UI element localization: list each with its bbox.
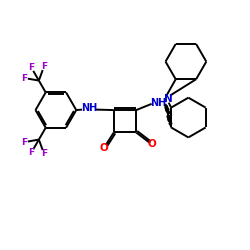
Text: NH: NH xyxy=(81,103,97,113)
Text: F: F xyxy=(28,148,34,157)
Text: O: O xyxy=(100,143,108,153)
Text: F: F xyxy=(21,74,28,82)
Text: F: F xyxy=(21,138,28,147)
Text: F: F xyxy=(41,149,47,158)
Text: N: N xyxy=(164,94,173,104)
Text: F: F xyxy=(28,64,34,72)
Text: NH: NH xyxy=(150,98,167,108)
Text: F: F xyxy=(41,62,47,71)
Text: O: O xyxy=(148,139,157,149)
